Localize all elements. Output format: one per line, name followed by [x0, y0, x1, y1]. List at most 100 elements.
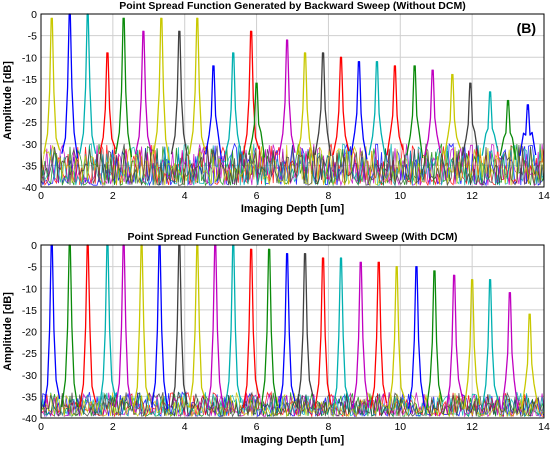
x-tick-label: 10 — [394, 190, 406, 202]
y-tick-label: -5 — [28, 31, 37, 43]
psf-peak-series — [115, 17, 133, 158]
psf-peak-series — [368, 60, 386, 156]
psf-peak-series — [224, 52, 242, 155]
psf-peak-series — [98, 244, 117, 408]
psf-peak-series — [352, 261, 370, 409]
psf-peak-series — [151, 244, 169, 409]
psf-peak-series — [224, 244, 242, 408]
psf-peak-series — [296, 52, 314, 162]
noise-trace — [40, 143, 545, 187]
y-tick-label: -25 — [22, 348, 37, 360]
chart-title: Point Spread Function Generated by Backw… — [127, 231, 457, 243]
y-tick-label: -15 — [22, 305, 37, 317]
psf-peak-series — [152, 17, 170, 161]
psf-peak-series — [98, 52, 117, 155]
x-tick-label: 2 — [110, 190, 116, 202]
y-tick-labels: 0 -5 -10 -15 -20 -25 -30 -35 -40 — [22, 9, 37, 194]
psf-peak-series — [519, 104, 537, 157]
y-axis-label: Amplitude [dB] — [2, 61, 14, 140]
psf-peak-series — [350, 60, 368, 160]
y-tick-label: -40 — [22, 182, 37, 194]
x-tick-labels: 0 2 4 6 8 10 12 14 — [38, 190, 550, 202]
x-axis-label: Imaging Depth [um] — [241, 203, 345, 215]
chart-title: Point Spread Function Generated by Backw… — [119, 0, 465, 12]
psf-peak-series — [43, 17, 61, 154]
y-axis-label: Amplitude [dB] — [2, 292, 14, 371]
chart-top-without-dcm: Point Spread Function Generated by Backw… — [2, 0, 550, 215]
plot-frame — [40, 13, 545, 188]
y-tick-label: -35 — [22, 160, 37, 172]
y-tick-label: -20 — [22, 96, 37, 108]
psf-peak-series — [61, 244, 79, 408]
psf-peak-series — [115, 244, 133, 408]
x-tick-label: 4 — [182, 421, 188, 433]
psf-peak-series — [463, 278, 481, 409]
y-tick-label: -40 — [22, 413, 37, 425]
psf-peak-series — [170, 30, 188, 156]
psf-peak-series — [407, 265, 426, 409]
series-group — [43, 13, 537, 162]
noise-floor — [40, 390, 545, 418]
plot-frame — [40, 244, 545, 419]
psf-peak-series — [204, 65, 223, 160]
psf-peak-series — [501, 291, 519, 410]
y-tick-label: -10 — [22, 283, 37, 295]
chart-bottom-with-dcm: Point Spread Function Generated by Backw… — [2, 231, 550, 446]
psf-peak-series — [314, 257, 332, 409]
x-tick-label: 6 — [254, 190, 260, 202]
psf-peak-series — [79, 244, 97, 408]
psf-peak-series — [388, 265, 406, 409]
psf-peak-series — [370, 261, 388, 409]
psf-peak-series — [406, 65, 424, 159]
psf-peak-series — [188, 244, 206, 408]
psf-peak-series — [481, 91, 499, 156]
psf-peak-series — [314, 52, 332, 157]
psf-peak-series — [278, 39, 296, 155]
psf-peak-series — [461, 82, 479, 157]
noise-floor — [40, 142, 545, 187]
psf-peak-series — [188, 17, 206, 155]
psf-peak-series — [79, 13, 97, 154]
psf-peak-series — [386, 65, 404, 156]
y-tick-label: 0 — [31, 240, 37, 252]
psf-peak-series — [332, 257, 350, 409]
x-tick-label: 12 — [466, 190, 478, 202]
psf-peak-series — [521, 313, 539, 410]
x-tick-label: 12 — [466, 421, 478, 433]
x-tick-label: 14 — [538, 190, 550, 202]
x-tick-label: 8 — [326, 190, 332, 202]
x-tick-label: 6 — [254, 421, 260, 433]
psf-peak-series — [206, 244, 224, 408]
psf-peak-series — [134, 30, 152, 155]
psf-peak-series — [248, 82, 266, 158]
y-tick-label: -30 — [22, 139, 37, 151]
psf-peak-series — [296, 253, 314, 409]
x-tick-label: 2 — [110, 421, 116, 433]
psf-peak-series — [260, 248, 278, 409]
y-tick-label: -35 — [22, 391, 37, 403]
psf-peak-series — [425, 270, 443, 409]
panel-annotation: (B) — [517, 20, 536, 36]
x-tick-label: 4 — [182, 190, 188, 202]
x-tick-label: 0 — [38, 421, 44, 433]
x-tick-label: 0 — [38, 190, 44, 202]
psf-peak-series — [278, 253, 296, 409]
x-tick-label: 8 — [326, 421, 332, 433]
psf-peak-series — [242, 248, 260, 409]
y-tick-label: -25 — [22, 117, 37, 129]
series-group — [43, 244, 539, 410]
y-tick-label: -30 — [22, 370, 37, 382]
noise-trace — [40, 144, 545, 187]
noise-trace — [40, 391, 545, 418]
psf-peak-series — [481, 278, 499, 410]
psf-peak-series — [332, 56, 350, 156]
psf-peak-series — [445, 274, 463, 409]
x-tick-label: 10 — [394, 421, 406, 433]
y-tick-label: -20 — [22, 327, 37, 339]
y-tick-label: -10 — [22, 52, 37, 64]
y-tick-label: 0 — [31, 9, 37, 21]
psf-peak-series — [443, 73, 461, 156]
psf-peak-series — [133, 244, 151, 408]
psf-peak-series — [43, 244, 61, 408]
psf-peak-series — [424, 69, 442, 156]
